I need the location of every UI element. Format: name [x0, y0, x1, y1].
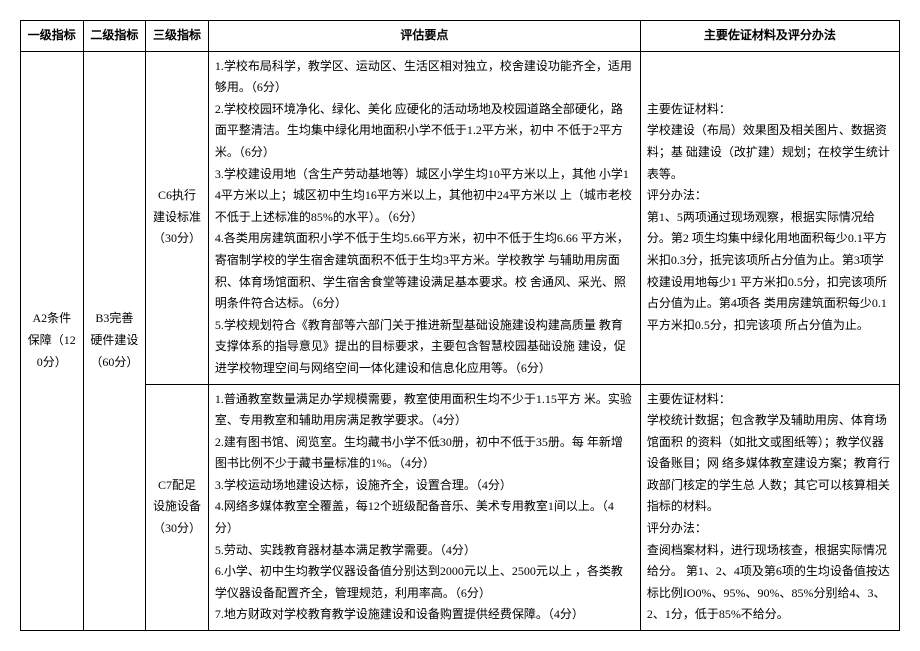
cell-c7-points: 1.普通教室数量满足办学规模需要，教室使用面积生均不少于1.15平方 米。实验室…: [208, 384, 640, 631]
row-c7: C7配足设施设备（30分） 1.普通教室数量满足办学规模需要，教室使用面积生均不…: [21, 384, 900, 631]
header-level2: 二级指标: [83, 21, 146, 52]
cell-b3: B3完善硬件建设（60分）: [83, 51, 146, 630]
cell-c7-evidence: 主要佐证材料：学校统计数据；包含教学及辅助用房、体育场馆面积 的资料（如批文或图…: [640, 384, 899, 631]
cell-c6: C6执行建设标准（30分）: [146, 51, 209, 384]
header-level3: 三级指标: [146, 21, 209, 52]
header-evidence: 主要佐证材料及评分办法: [640, 21, 899, 52]
cell-c7: C7配足设施设备（30分）: [146, 384, 209, 631]
cell-a2: A2条件保障（120分）: [21, 51, 84, 630]
cell-c6-evidence: 主要佐证材料：学校建设（布局）效果图及相关图片、数据资料；基 础建设（改扩建）规…: [640, 51, 899, 384]
evaluation-table: 一级指标 二级指标 三级指标 评估要点 主要佐证材料及评分办法 A2条件保障（1…: [20, 20, 900, 631]
cell-c6-points: 1.学校布局科学，教学区、运动区、生活区相对独立，校舍建设功能齐全，适用够用。（…: [208, 51, 640, 384]
header-level1: 一级指标: [21, 21, 84, 52]
header-points: 评估要点: [208, 21, 640, 52]
header-row: 一级指标 二级指标 三级指标 评估要点 主要佐证材料及评分办法: [21, 21, 900, 52]
row-c6: A2条件保障（120分） B3完善硬件建设（60分） C6执行建设标准（30分）…: [21, 51, 900, 384]
